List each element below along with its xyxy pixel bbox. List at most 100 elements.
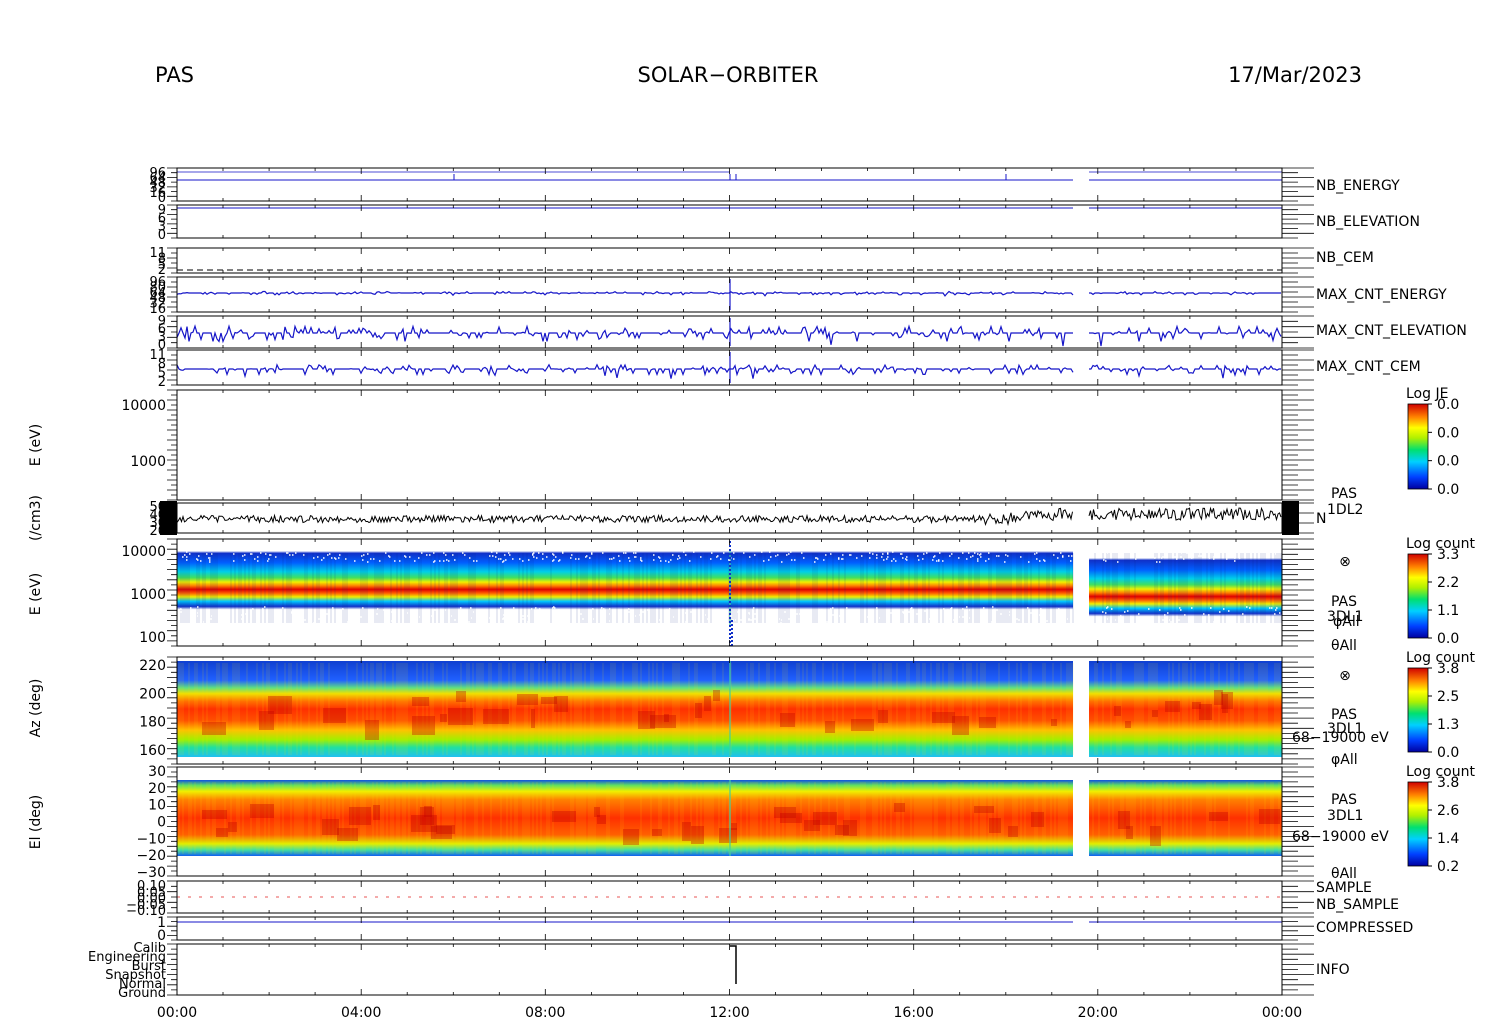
y-tick-label: −30 [136, 865, 166, 881]
az-spectrogram-blob [1221, 692, 1233, 709]
time-axis-label: 00:00 [157, 1005, 197, 1020]
az-spectrogram-blob [1165, 701, 1180, 712]
y-tick-label: −20 [136, 848, 166, 864]
je-y-label: E (eV) [28, 424, 44, 466]
el-spectrogram-blob [349, 807, 371, 825]
colorbar-el-bar [1407, 781, 1429, 867]
el-spectrogram-blob [250, 804, 274, 818]
el-spectrogram-blob [719, 828, 737, 843]
y-tick-label: Snapshot [105, 968, 166, 983]
frame-layer [160, 167, 1432, 996]
el-spectrogram-blob [424, 806, 432, 817]
el-spectrogram-blob [1118, 811, 1130, 829]
y-tick-label: Ground [118, 986, 166, 1001]
y-tick-label: 0.05 [137, 885, 166, 900]
y-tick-label: Calib [133, 941, 166, 956]
colorbar-el-title: Log count [1406, 764, 1475, 780]
el-spectrogram-blob [691, 826, 704, 844]
time-axis-label: 16:00 [894, 1005, 934, 1020]
instrument-title: PAS [155, 63, 194, 87]
y-tick-label: 9 [158, 314, 166, 329]
compressed-label: COMPRESSED [1316, 920, 1413, 936]
line-panel-label-1: NB_ELEVATION [1316, 214, 1420, 230]
y-tick-label: 32 [149, 181, 166, 196]
spectrogram-right-label: 3DL1 [1327, 721, 1363, 737]
y-tick-label: 10000 [121, 544, 166, 560]
info-panel-frame [176, 943, 1283, 996]
el-spectrogram-blob [894, 803, 905, 812]
colorbar-je-tick: 0.0 [1437, 482, 1459, 498]
compressed-panel-minor-ticks [167, 916, 1314, 941]
az-spectrogram-texture [178, 663, 1280, 755]
line-panel-1-time-ticks [176, 205, 1283, 238]
az-spectrogram-blob [851, 719, 874, 731]
az-spectrogram-blob [1199, 704, 1212, 720]
az-spectrogram-blob [554, 696, 568, 712]
je-y-tick: 10000 [121, 398, 166, 414]
az-spectrogram-blob [1125, 721, 1131, 728]
az-spectrogram-blob [541, 697, 557, 704]
y-tick-label: 8 [158, 357, 166, 372]
nb-energy-trace [176, 173, 1282, 181]
el-spectrogram-blob [322, 819, 339, 835]
el-spectrogram-blob [1031, 812, 1044, 827]
colorbar-el-tick: 0.2 [1437, 859, 1459, 875]
y-tick-label: 2 [158, 375, 166, 390]
az-spectrogram-blob [440, 714, 447, 722]
spectrogram-layer [176, 541, 1284, 856]
el-spectrogram-blob [594, 807, 600, 817]
az-spectrogram-blob [1222, 694, 1228, 713]
y-tick-label: 6 [158, 211, 166, 226]
density-right-n: N [1316, 511, 1326, 527]
az-spectrogram-blob [448, 708, 473, 725]
energy-spectrogram-time-ticks [176, 539, 1283, 646]
line-panel-2-minor-ticks [167, 247, 1314, 274]
el-spectrogram-blob [623, 829, 639, 845]
az-spectrogram-blob [323, 708, 346, 723]
y-tick-label: 8 [158, 252, 166, 267]
y-tick-label: 16 [149, 186, 166, 201]
az-spectrogram-blob [780, 713, 795, 727]
y-tick-label: 32 [149, 297, 166, 312]
energy-spectrogram-field-b [1089, 558, 1282, 632]
y-tick-label: Normal [119, 977, 166, 992]
label-layer: 96644832160NB_ENERGY9630NB_ELEVATION1185… [28, 166, 1475, 1020]
az-spectrogram-blob [412, 716, 435, 735]
el-spectrogram-blob [228, 822, 237, 832]
y-tick-label: 40 [149, 508, 166, 523]
y-tick-label: 30 [149, 516, 166, 531]
y-tick-label: 100 [139, 630, 166, 646]
y-tick-label: 64 [149, 286, 166, 301]
energy-spectrogram-group [177, 551, 1282, 632]
compressed-panel-time-ticks [176, 917, 1283, 940]
y-tick-label: 64 [149, 171, 166, 186]
el-spectrogram-blob [552, 811, 576, 822]
y-tick-label: 48 [149, 291, 166, 306]
colorbar-az-tick: 0.0 [1437, 745, 1459, 761]
colorbar-energy-bar [1407, 553, 1429, 639]
y-tick-label: Burst [132, 959, 166, 974]
y-tick-label: 1000 [130, 587, 166, 603]
el-spectrogram-blob [682, 822, 691, 841]
line-panel-label-5: MAX_CNT_CEM [1316, 359, 1421, 375]
y-tick-label: 0 [157, 815, 166, 831]
az-spectrogram-blob [365, 720, 379, 740]
line-panel-label-0: NB_ENERGY [1316, 178, 1400, 194]
y-tick-label: 3 [158, 330, 166, 345]
az-spectrogram-blob [1114, 706, 1121, 716]
colorbar-az-tick: 1.3 [1437, 717, 1459, 733]
spectrogram-right-label: θAll [1331, 638, 1357, 654]
colorbar-energy-title: Log count [1406, 536, 1475, 552]
density-y-label: (/cm3) [28, 495, 44, 541]
line-panel-label-3: MAX_CNT_ENERGY [1316, 287, 1447, 303]
y-tick-label: 1 [157, 915, 166, 931]
colorbar-az-bar [1407, 667, 1429, 753]
spectrogram-right-label: 68−19000 eV [1292, 730, 1389, 746]
density-left-block [160, 501, 177, 535]
y-tick-label: 5 [158, 366, 166, 381]
az-spectrogram-blob [202, 722, 226, 735]
info-label: INFO [1316, 962, 1350, 978]
colorbar-je-tick: 0.0 [1437, 397, 1459, 413]
az-spectrogram-blob [704, 696, 711, 711]
